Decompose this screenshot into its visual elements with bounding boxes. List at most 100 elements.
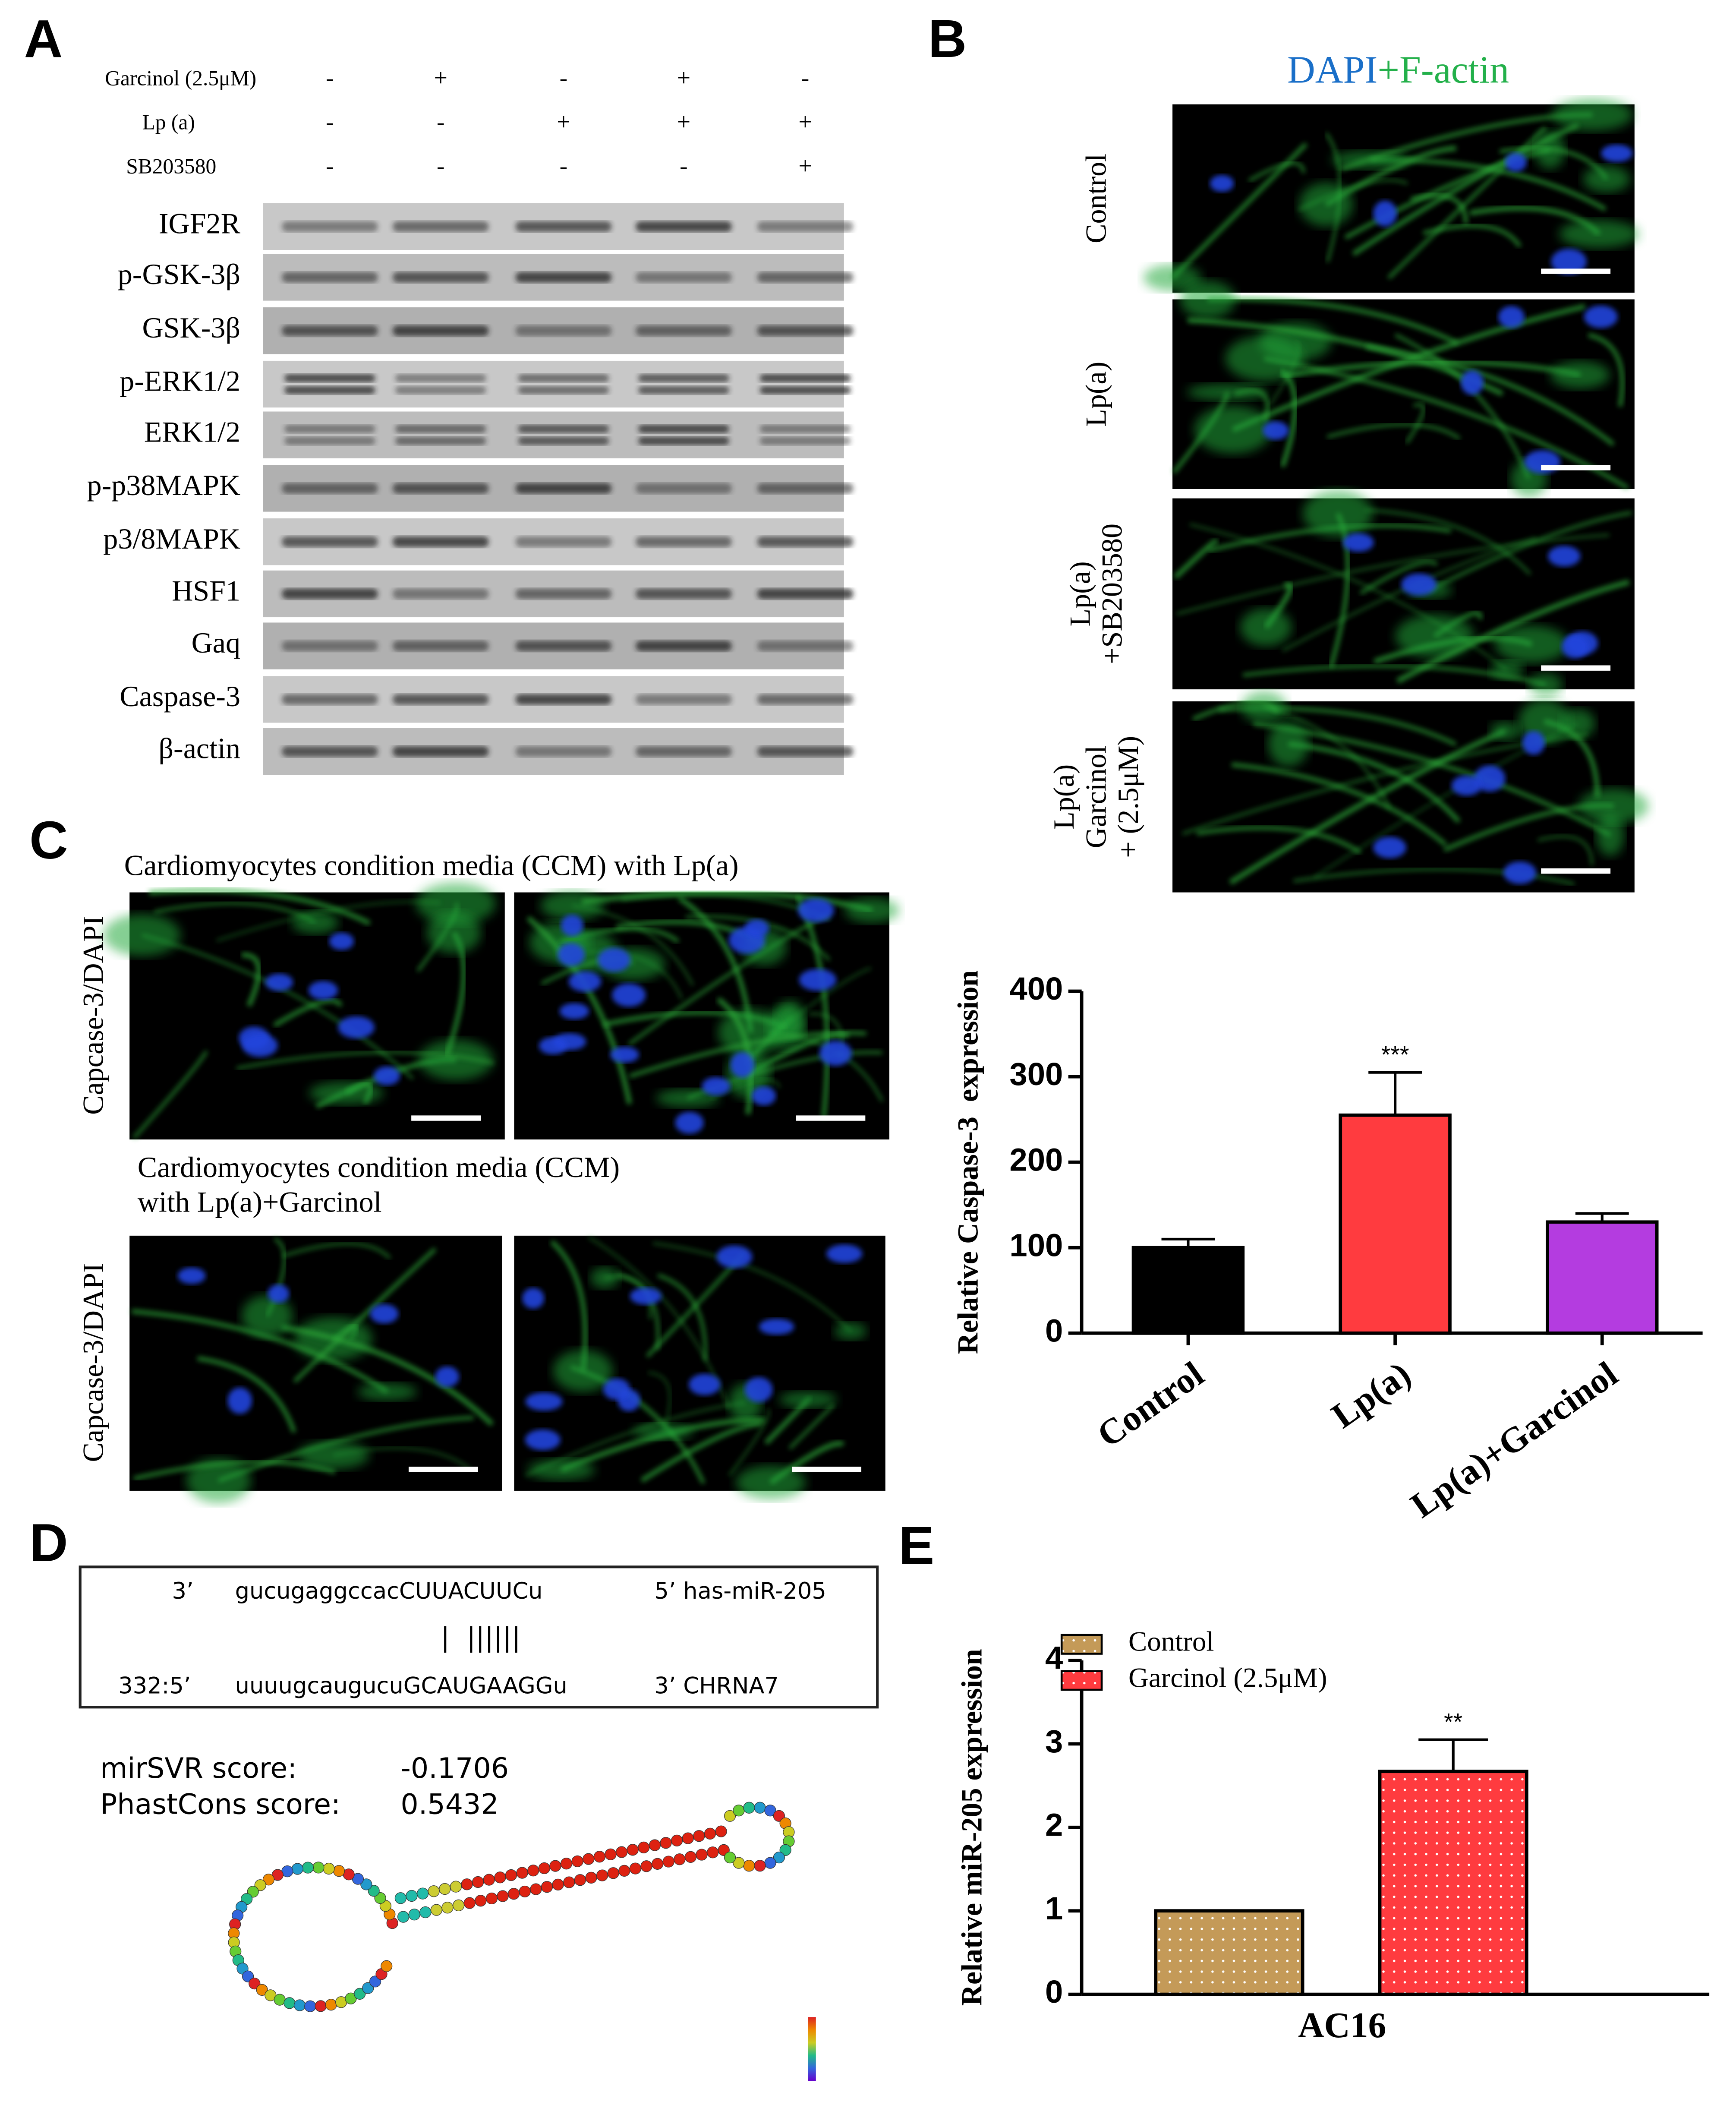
actin-fiber [1242, 664, 1546, 686]
strand-end: 3’ [172, 1578, 194, 1604]
actin-fiber [217, 1416, 474, 1483]
actin-fiber [640, 1421, 762, 1483]
nucleotide [333, 1865, 345, 1877]
nucleotide [262, 1874, 275, 1886]
actin-fiber [293, 1247, 437, 1383]
nucleotide [538, 1862, 550, 1874]
cell-body [1299, 183, 1353, 227]
actin-fiber [1293, 868, 1575, 886]
nucleus [1263, 421, 1289, 440]
cell-body [1578, 788, 1649, 824]
cell-body [1550, 361, 1610, 389]
actin-fiber [1387, 126, 1547, 280]
blot-band [284, 425, 375, 433]
nucleus [1584, 305, 1618, 328]
nucleus [370, 1304, 399, 1324]
nucleus [1551, 249, 1587, 275]
actin-fiber [648, 1372, 671, 1432]
nucleus [799, 969, 837, 991]
cell-body [1143, 264, 1202, 291]
nucleotide [715, 1825, 727, 1837]
blot-band [636, 272, 732, 283]
nucleotide [494, 1871, 506, 1884]
nucleus [558, 943, 585, 966]
actin-fiber [131, 1309, 389, 1394]
nucleotide [368, 1885, 380, 1897]
nucleotide [461, 1878, 473, 1890]
significance: ** [1444, 1708, 1462, 1735]
nucleus [597, 947, 631, 972]
nucleotide [607, 1867, 619, 1879]
nucleotide [754, 1802, 766, 1814]
conservation-scale [808, 2017, 816, 2081]
nucleotide [733, 1805, 745, 1817]
nucleus [1503, 862, 1537, 884]
protein-label: Caspase-3 [120, 680, 240, 713]
actin-fiber [241, 952, 262, 1007]
protein-label: β-actin [158, 732, 240, 765]
nucleotide [724, 1810, 736, 1822]
y-tick-label: 0 [1045, 1313, 1063, 1348]
strand-end: 332:5’ [118, 1673, 191, 1699]
blot-band [392, 536, 489, 547]
cell-body [1552, 98, 1633, 131]
cell-body [540, 891, 605, 920]
nucleotide [574, 1874, 586, 1886]
blot-band [757, 588, 854, 600]
micrograph [1172, 691, 1649, 893]
nucleus [826, 1244, 863, 1263]
nucleotide [593, 1851, 605, 1863]
actin-fiber [728, 1408, 770, 1476]
y-tick-label: 0 [1045, 1974, 1063, 2010]
cell-body [1268, 721, 1309, 767]
blot-band [515, 221, 612, 232]
nucleotide [596, 1869, 608, 1881]
blot-band [395, 386, 486, 394]
blot-band [515, 641, 612, 651]
nucleus [525, 1429, 561, 1451]
bar [1154, 1909, 1304, 1996]
nucleotide [291, 1863, 303, 1875]
nucleotide [453, 1899, 465, 1912]
nucleotide [323, 1862, 335, 1875]
nucleotide [463, 1897, 476, 1909]
actin-fiber [1405, 403, 1425, 444]
nucleotide [485, 1892, 498, 1905]
blot-band [515, 272, 612, 283]
blot-band [392, 641, 489, 651]
blot-band [281, 746, 378, 757]
blot-band [392, 746, 489, 757]
nucleotide [381, 1960, 393, 1972]
nucleus [268, 1284, 290, 1303]
blot-band [636, 694, 732, 705]
treatment-label: Garcinol (2.5μM) [105, 66, 256, 90]
blot-band [638, 386, 729, 394]
actin-fiber [582, 890, 873, 913]
blot-band [392, 588, 489, 600]
cell-body [1240, 608, 1292, 646]
cell-body [1180, 281, 1235, 319]
actin-fiber [283, 1242, 391, 1259]
y-tick-label: 3 [1045, 1723, 1063, 1759]
cell-body [241, 1295, 293, 1337]
treatment-sign: + [557, 109, 570, 136]
nucleotide [394, 1892, 407, 1904]
actin-fiber [273, 998, 343, 1027]
treatment-sign: - [326, 65, 334, 92]
treatment-sign: - [801, 65, 810, 92]
protein-label: Gaq [192, 626, 240, 659]
nucleotide [406, 1890, 418, 1902]
nucleus [561, 915, 583, 936]
nucleus [612, 983, 646, 1007]
stain-title: DAPI+F-actin [1287, 48, 1509, 91]
blot-band [515, 325, 612, 336]
nucleus [1373, 200, 1397, 227]
nucleotide [256, 1984, 268, 1996]
nucleotide [249, 1978, 261, 1990]
treatment-sign: + [798, 153, 812, 180]
caption: with Lp(a)+Garcinol [138, 1185, 382, 1218]
nucleus [525, 1392, 563, 1411]
treatment-label: Lp (a) [142, 110, 195, 134]
actin-fiber [216, 901, 441, 942]
